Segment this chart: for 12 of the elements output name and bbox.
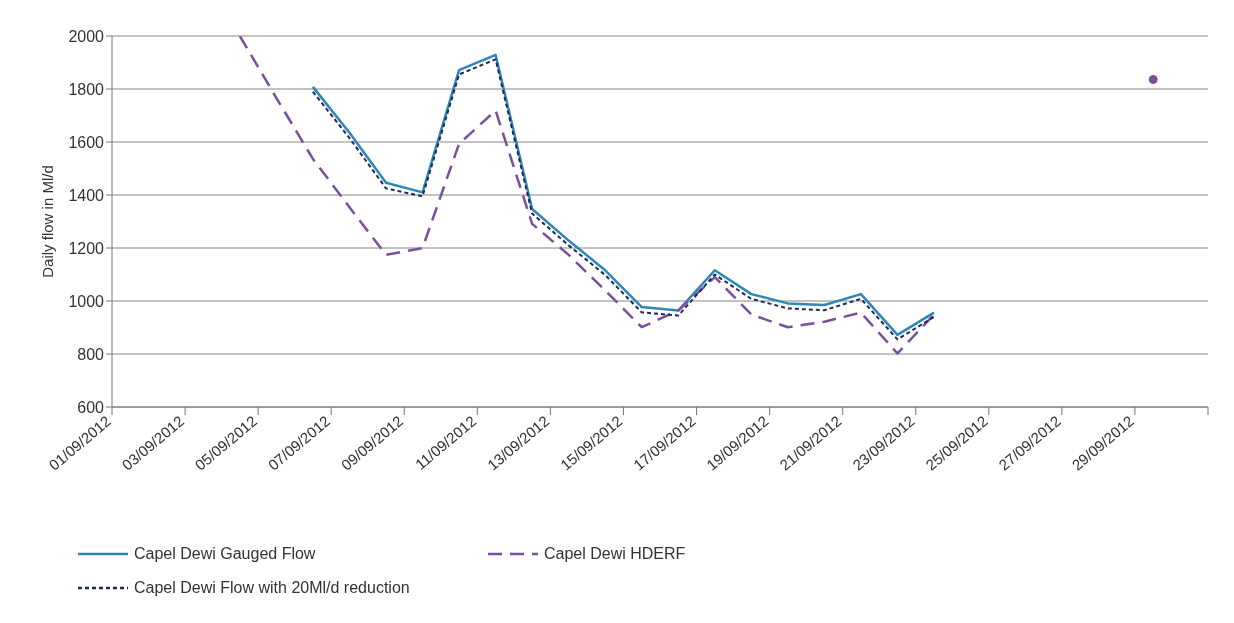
y-tick-label: 1200 bbox=[68, 239, 105, 257]
y-tick-label: 800 bbox=[77, 345, 105, 363]
y-tick-label: 2000 bbox=[68, 27, 105, 45]
y-tick-label: 1800 bbox=[68, 80, 105, 98]
y-axis-title: Daily flow in Ml/d bbox=[39, 165, 57, 278]
y-tick-label: 1000 bbox=[68, 292, 105, 310]
y-tick-label: 1600 bbox=[68, 133, 105, 151]
legend-label: Capel Dewi Gauged Flow bbox=[134, 545, 316, 563]
y-tick-label: 1400 bbox=[68, 186, 105, 204]
legend-label: Capel Dewi Flow with 20Ml/d reduction bbox=[134, 579, 410, 597]
legend-label: Capel Dewi HDERF bbox=[544, 545, 686, 563]
y-tick-label: 600 bbox=[77, 398, 105, 416]
